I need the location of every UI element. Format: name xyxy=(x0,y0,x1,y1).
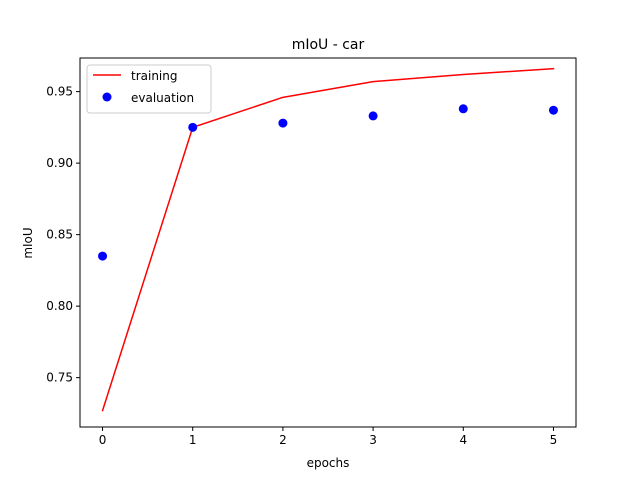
x-tick-label-5: 5 xyxy=(550,433,558,447)
series-point-evaluation-4 xyxy=(458,104,468,114)
legend-box xyxy=(86,64,212,114)
x-axis-label: epochs xyxy=(307,456,350,470)
series-point-evaluation-1 xyxy=(188,122,198,132)
x-tick-label-2: 2 xyxy=(279,433,287,447)
legend-swatch-evaluation xyxy=(102,92,112,102)
y-axis-label: mIoU xyxy=(21,227,35,258)
plot-area: 0 1 2 3 4 5 0.75 0.80 0.85 0.90 0.95 xyxy=(46,57,577,447)
x-axis-ticks: 0 1 2 3 4 5 xyxy=(99,427,558,447)
series-point-evaluation-2 xyxy=(278,118,288,128)
series-line-training xyxy=(101,67,555,412)
series-point-evaluation-3 xyxy=(368,111,378,121)
y-tick-label-1: 0.80 xyxy=(46,299,73,313)
series-layer xyxy=(98,67,558,412)
legend: training evaluation xyxy=(86,64,212,114)
legend-label-evaluation: evaluation xyxy=(131,91,194,105)
series-point-evaluation-5 xyxy=(548,105,558,115)
series-point-evaluation-0 xyxy=(98,251,108,261)
x-tick-label-3: 3 xyxy=(369,433,377,447)
y-tick-label-3: 0.90 xyxy=(46,156,73,170)
x-tick-label-1: 1 xyxy=(189,433,197,447)
legend-label-training: training xyxy=(131,69,178,83)
chart-title: mIoU - car xyxy=(292,37,365,53)
x-tick-label-0: 0 xyxy=(99,433,107,447)
y-tick-label-0: 0.75 xyxy=(46,371,73,385)
y-tick-label-2: 0.85 xyxy=(46,228,73,242)
axes-frame xyxy=(79,57,577,428)
y-tick-label-4: 0.95 xyxy=(46,85,73,99)
y-axis-ticks: 0.75 0.80 0.85 0.90 0.95 xyxy=(46,85,80,385)
x-tick-label-4: 4 xyxy=(459,433,467,447)
